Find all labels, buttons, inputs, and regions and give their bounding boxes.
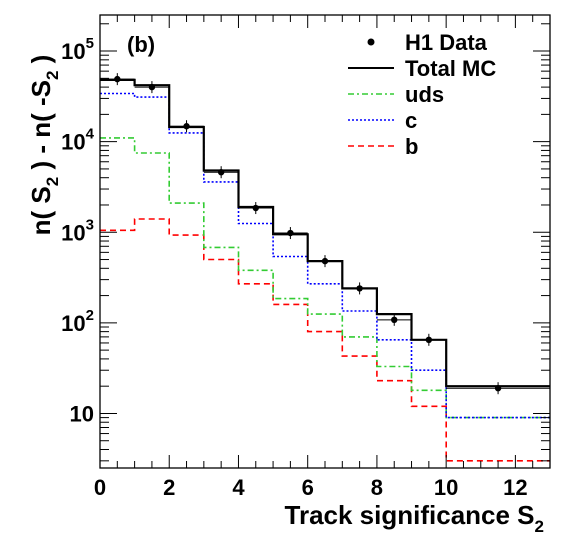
data-point [183,123,190,130]
y-axis-title: n( S2 ) - n( -S2 ) [26,55,62,236]
data-point [287,229,294,237]
y-tick-label-exponent: 5 [86,35,94,52]
series-uds-line [100,137,550,419]
legend-label-total-mc: Total MC [405,56,496,81]
panel-label: (b) [127,32,155,57]
x-tick-label: 0 [94,475,106,500]
y-tick-label-base: 10 [61,39,85,64]
data-point [252,204,259,212]
x-tick-label: 8 [371,475,383,500]
legend-label-c: c [405,108,417,133]
y-tick-label: 102 [61,307,94,336]
y-tick-label-base: 10 [61,220,85,245]
x-axis-title-text: Track significance S [285,500,535,530]
plot-frame [99,14,551,469]
y-tick-label: 10 [70,401,94,426]
y-tick-label-base: 10 [70,401,94,426]
x-tick-label: 4 [232,475,245,500]
y-tick-label-base: 10 [61,130,85,155]
legend-label-b: b [405,134,418,159]
data-point [148,83,156,91]
y-tick-label: 105 [61,35,94,64]
y-tick-label-exponent: 2 [86,307,94,324]
y-axis-title-part-1: n( S [26,186,56,235]
svg-text:Track significance S2: Track significance S2 [285,500,544,536]
svg-text:n( S2 ) - n( -S2 ): n( S2 ) - n( -S2 ) [26,55,62,236]
y-tick-label-exponent: 4 [86,126,95,143]
data-point [114,75,121,83]
x-tick-label: 10 [434,475,458,500]
legend-label-uds: uds [405,82,444,107]
data-point [217,169,225,176]
histogram-layer [100,78,550,462]
series-total-mc-line [100,78,550,388]
y-tick-label: 103 [61,216,94,245]
x-axis-title: Track significance S2 [285,500,544,536]
y-tick-label-exponent: 3 [86,216,94,233]
y-axis-title-sub-2: 2 [43,71,62,80]
data-point [356,285,363,292]
data-point [391,316,398,324]
y-axis-title-sub-1: 2 [43,177,62,186]
x-axis-title-subscript: 2 [535,517,544,536]
data-point [494,384,502,392]
legend-marker-data [367,38,375,46]
x-tick-label: 2 [163,475,175,500]
data-point [425,336,433,344]
data-point [321,257,329,265]
series-c-line [100,92,550,419]
data-points-layer [100,73,550,395]
legend-label-h1-data: H1 Data [405,30,488,55]
y-tick-label-base: 10 [61,311,85,336]
x-tick-label: 6 [302,475,314,500]
y-axis-title-part-3: ) [26,55,56,71]
y-tick-label: 104 [61,126,94,155]
y-axis-title-part-2: ) - n( -S [26,80,56,177]
axes-frame [99,14,551,469]
x-tick-label: 12 [503,475,527,500]
